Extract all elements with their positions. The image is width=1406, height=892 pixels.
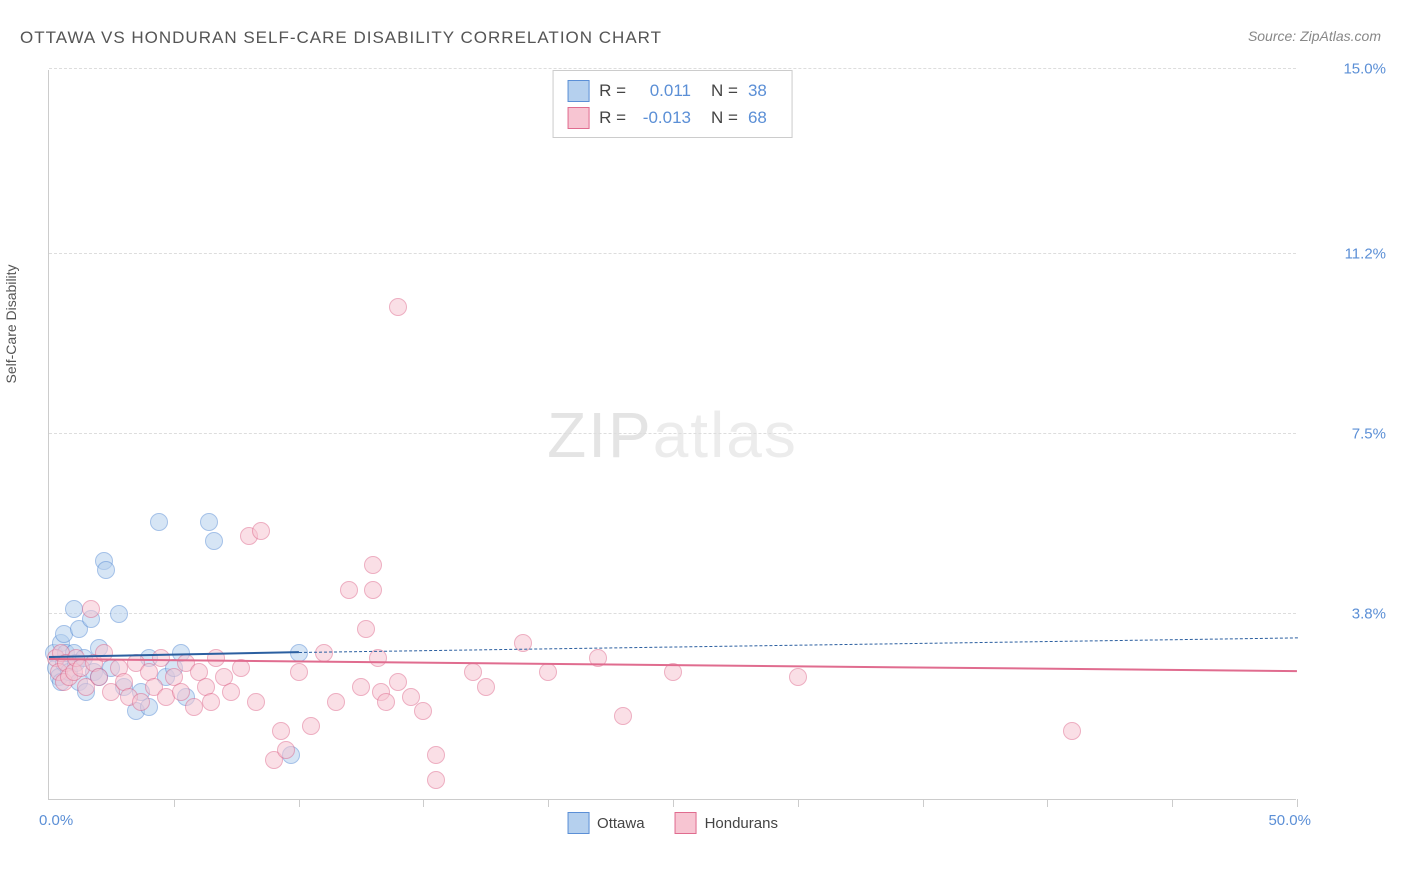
scatter-point (205, 532, 223, 550)
x-tick (548, 799, 549, 807)
scatter-point (290, 663, 308, 681)
scatter-point (340, 581, 358, 599)
scatter-point (664, 663, 682, 681)
legend-swatch (675, 812, 697, 834)
y-tick-label: 11.2% (1306, 245, 1386, 262)
trend-line (299, 637, 1297, 653)
scatter-point (202, 693, 220, 711)
legend-swatch (567, 812, 589, 834)
chart-source: Source: ZipAtlas.com (1248, 28, 1381, 44)
r-value: -0.013 (636, 104, 691, 131)
x-tick (174, 799, 175, 807)
x-tick (1297, 799, 1298, 807)
stats-row: R = -0.013 N = 68 (567, 104, 778, 131)
scatter-point (97, 561, 115, 579)
r-value: 0.011 (636, 77, 691, 104)
r-label: R = (599, 104, 626, 131)
gridline (49, 253, 1296, 254)
x-tick (923, 799, 924, 807)
scatter-point (247, 693, 265, 711)
scatter-point (427, 746, 445, 764)
scatter-point (327, 693, 345, 711)
scatter-point (152, 649, 170, 667)
scatter-point (65, 600, 83, 618)
watermark: ZIPatlas (547, 398, 798, 472)
scatter-point (82, 600, 100, 618)
x-tick (299, 799, 300, 807)
n-label: N = (711, 104, 738, 131)
legend-label: Hondurans (705, 815, 778, 832)
stats-legend: R = 0.011 N = 38 R = -0.013 N = 68 (552, 70, 793, 138)
y-tick-label: 3.8% (1306, 606, 1386, 623)
scatter-point (302, 717, 320, 735)
series-legend: Ottawa Hondurans (567, 812, 778, 834)
gridline (49, 68, 1296, 69)
scatter-point (150, 513, 168, 531)
scatter-point (277, 741, 295, 759)
scatter-point (200, 513, 218, 531)
series-swatch (567, 80, 589, 102)
y-tick-label: 7.5% (1306, 426, 1386, 443)
scatter-point (389, 298, 407, 316)
scatter-point (185, 698, 203, 716)
scatter-point (207, 649, 225, 667)
scatter-point (315, 644, 333, 662)
x-axis-max-label: 50.0% (1268, 812, 1311, 829)
n-label: N = (711, 77, 738, 104)
scatter-point (222, 683, 240, 701)
scatter-point (352, 678, 370, 696)
scatter-point (1063, 722, 1081, 740)
plot-area: Self-Care Disability ZIPatlas 15.0%11.2%… (48, 70, 1296, 800)
chart-title: OTTAWA VS HONDURAN SELF-CARE DISABILITY … (20, 28, 662, 48)
scatter-point (377, 693, 395, 711)
watermark-suffix: atlas (653, 399, 798, 471)
correlation-chart: OTTAWA VS HONDURAN SELF-CARE DISABILITY … (0, 0, 1406, 892)
stats-row: R = 0.011 N = 38 (567, 77, 778, 104)
n-value: 38 (748, 77, 778, 104)
scatter-point (614, 707, 632, 725)
series-swatch (567, 107, 589, 129)
scatter-point (364, 556, 382, 574)
r-label: R = (599, 77, 626, 104)
x-tick (798, 799, 799, 807)
x-tick (1047, 799, 1048, 807)
x-tick (423, 799, 424, 807)
y-axis-label: Self-Care Disability (3, 264, 19, 383)
scatter-point (272, 722, 290, 740)
scatter-point (364, 581, 382, 599)
scatter-point (789, 668, 807, 686)
scatter-point (414, 702, 432, 720)
y-tick-label: 15.0% (1306, 61, 1386, 78)
scatter-point (252, 522, 270, 540)
scatter-point (110, 605, 128, 623)
scatter-point (477, 678, 495, 696)
gridline (49, 433, 1296, 434)
legend-item: Ottawa (567, 812, 645, 834)
scatter-point (427, 771, 445, 789)
x-axis-min-label: 0.0% (39, 812, 73, 829)
scatter-point (357, 620, 375, 638)
watermark-prefix: ZIP (547, 399, 653, 471)
x-tick (673, 799, 674, 807)
x-tick (1172, 799, 1173, 807)
legend-label: Ottawa (597, 815, 645, 832)
legend-item: Hondurans (675, 812, 778, 834)
n-value: 68 (748, 104, 778, 131)
scatter-point (539, 663, 557, 681)
gridline (49, 613, 1296, 614)
scatter-point (132, 693, 150, 711)
